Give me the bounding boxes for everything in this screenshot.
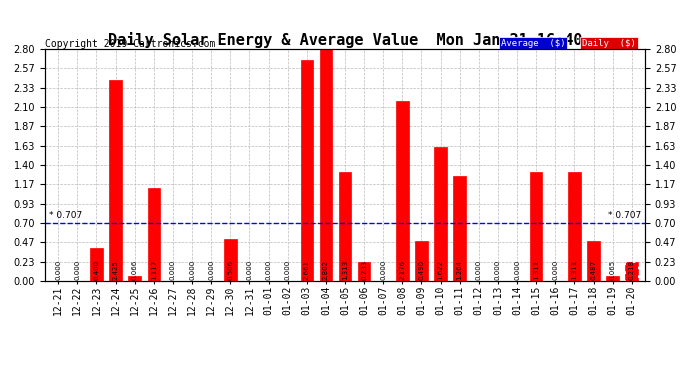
Bar xyxy=(435,147,447,281)
Text: 0.506: 0.506 xyxy=(227,260,233,280)
Text: 0.000: 0.000 xyxy=(246,260,253,280)
Bar xyxy=(587,241,600,281)
Text: 0.490: 0.490 xyxy=(418,260,424,280)
Text: 0.000: 0.000 xyxy=(552,260,558,280)
Text: 0.000: 0.000 xyxy=(170,260,176,280)
Bar xyxy=(453,176,466,281)
Text: 1.311: 1.311 xyxy=(533,260,539,280)
Text: Copyright 2019 Cartronics.com: Copyright 2019 Cartronics.com xyxy=(45,39,215,50)
Text: 0.487: 0.487 xyxy=(591,260,597,280)
Text: 0.000: 0.000 xyxy=(266,260,272,280)
Text: 0.000: 0.000 xyxy=(75,260,80,280)
Text: 0.218: 0.218 xyxy=(629,260,635,280)
Text: Average  ($): Average ($) xyxy=(501,39,566,48)
Text: 0.066: 0.066 xyxy=(132,260,138,280)
Text: * 0.707: * 0.707 xyxy=(49,211,82,220)
Text: 0.000: 0.000 xyxy=(189,260,195,280)
Title: Daily Solar Energy & Average Value  Mon Jan 21 16:40: Daily Solar Energy & Average Value Mon J… xyxy=(108,32,582,48)
Bar xyxy=(530,172,542,281)
Text: 0.000: 0.000 xyxy=(208,260,214,280)
Text: 1.313: 1.313 xyxy=(342,260,348,280)
Bar xyxy=(626,263,638,281)
Bar xyxy=(301,60,313,281)
Text: 0.000: 0.000 xyxy=(514,260,520,280)
Text: 1.264: 1.264 xyxy=(457,260,463,280)
Text: 0.400: 0.400 xyxy=(93,260,99,280)
Text: 0.000: 0.000 xyxy=(476,260,482,280)
Text: 2.802: 2.802 xyxy=(323,260,329,280)
Text: 1.622: 1.622 xyxy=(437,260,444,280)
Text: 1.311: 1.311 xyxy=(571,260,578,280)
Bar xyxy=(396,100,408,281)
Text: 2.176: 2.176 xyxy=(400,260,405,280)
Bar xyxy=(568,172,580,281)
Text: 2.661: 2.661 xyxy=(304,260,310,280)
Text: 0.065: 0.065 xyxy=(610,260,615,280)
Text: Daily  ($): Daily ($) xyxy=(582,39,636,48)
Text: 0.000: 0.000 xyxy=(380,260,386,280)
Bar xyxy=(110,80,122,281)
Text: * 0.707: * 0.707 xyxy=(608,211,641,220)
Text: 2.425: 2.425 xyxy=(112,261,119,280)
Text: 0.000: 0.000 xyxy=(285,260,290,280)
Bar xyxy=(358,262,371,281)
Bar xyxy=(415,241,428,281)
Bar xyxy=(607,276,619,281)
Bar xyxy=(128,276,141,281)
Bar xyxy=(339,172,351,281)
Bar xyxy=(148,189,160,281)
Text: 0.000: 0.000 xyxy=(55,260,61,280)
Bar xyxy=(319,49,332,281)
Bar xyxy=(224,239,237,281)
Text: 0.233: 0.233 xyxy=(361,260,367,280)
Text: 1.117: 1.117 xyxy=(151,260,157,280)
Bar xyxy=(90,248,103,281)
Text: 0.000: 0.000 xyxy=(495,260,501,280)
